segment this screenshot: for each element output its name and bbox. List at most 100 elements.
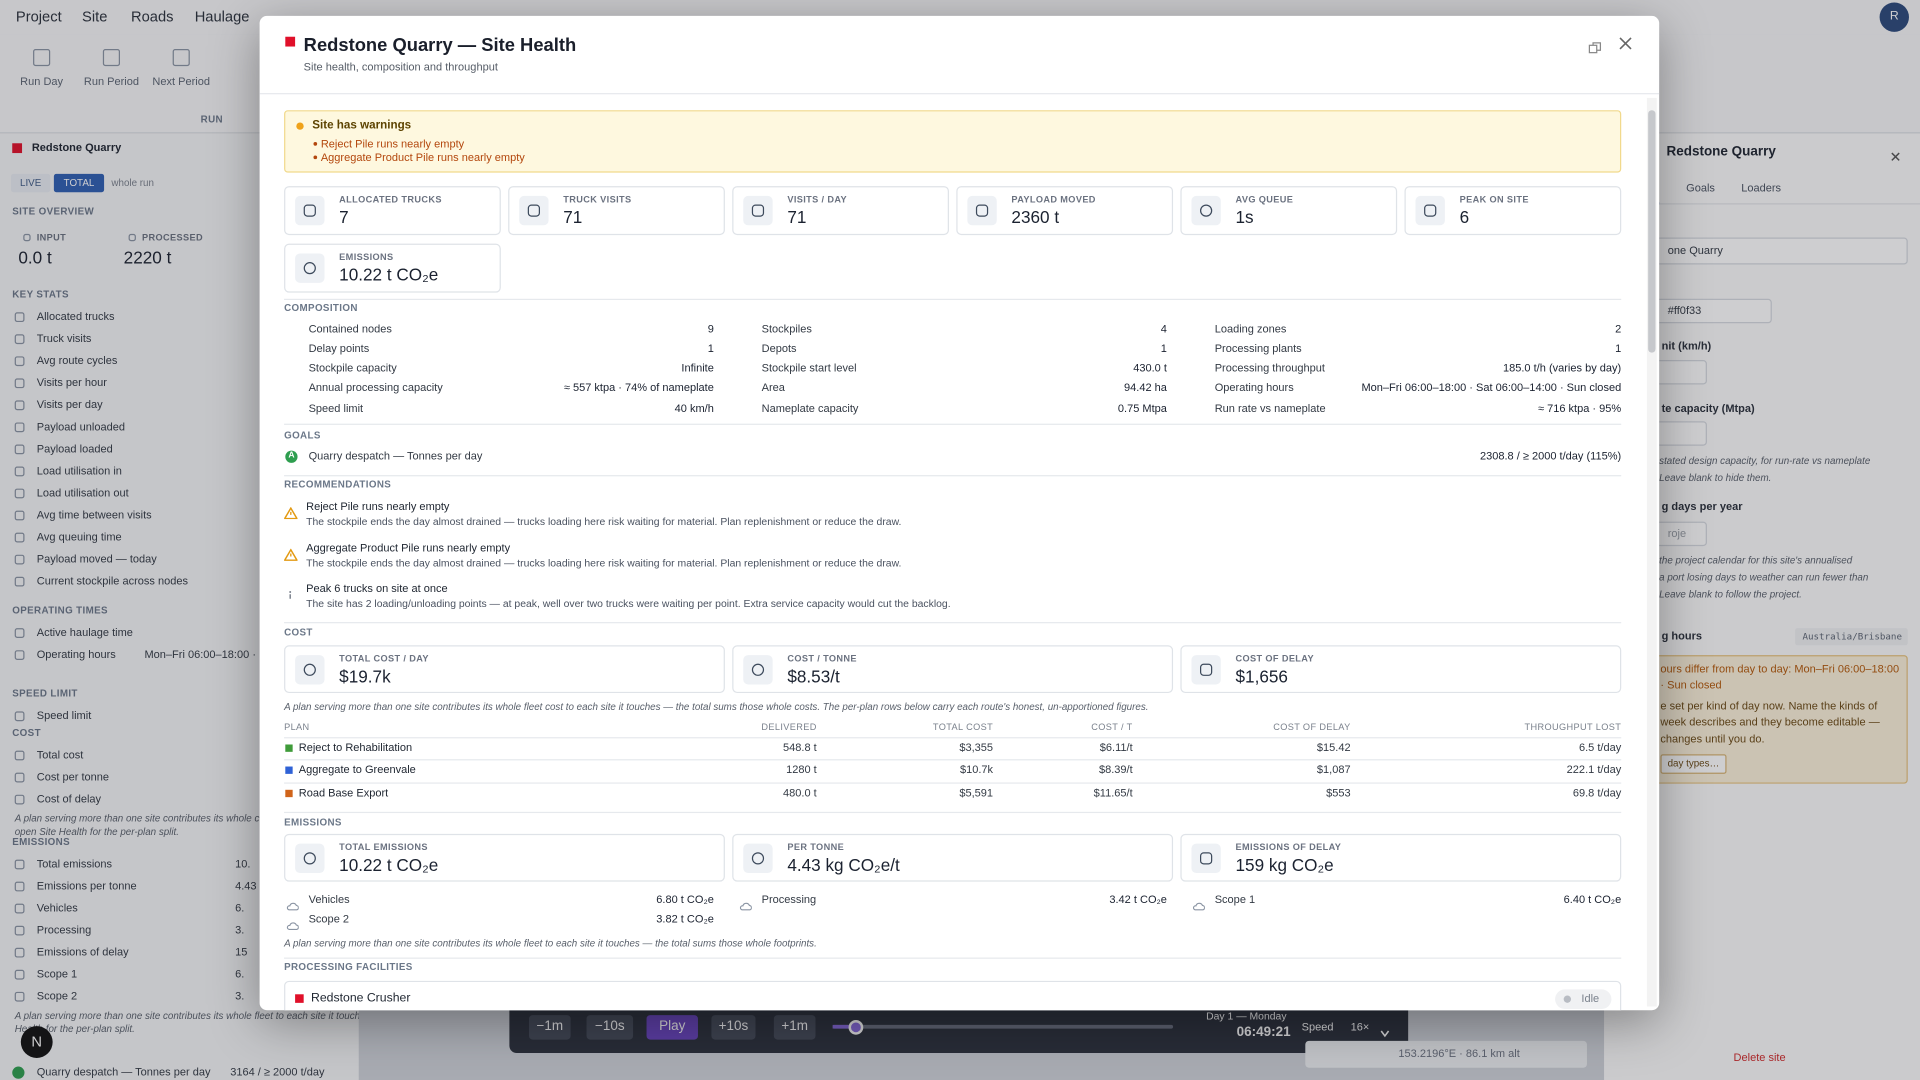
text-input[interactable] bbox=[1655, 298, 1772, 324]
text-input[interactable] bbox=[1655, 360, 1707, 385]
table-cell: 6.5 t/day bbox=[1578, 741, 1622, 754]
n-badge[interactable] bbox=[20, 1026, 53, 1058]
toolbar-icon[interactable] bbox=[102, 48, 121, 67]
emission-value: 3.42 t CO₂e bbox=[1109, 893, 1167, 906]
toolbar-icon[interactable] bbox=[33, 48, 51, 67]
delete-site: Delete site bbox=[1733, 1051, 1786, 1064]
close-button[interactable] bbox=[1619, 34, 1632, 50]
playback-button[interactable] bbox=[773, 1015, 816, 1040]
row-label: Cost of delay bbox=[36, 792, 102, 805]
section-title: RECOMMENDATIONS bbox=[284, 478, 392, 490]
site-name: Redstone Quarry bbox=[31, 141, 122, 154]
kpi-value: $19.7k bbox=[339, 666, 391, 687]
kpi-value: 7 bbox=[339, 207, 349, 227]
tab-total[interactable] bbox=[53, 173, 105, 193]
emission-icon bbox=[286, 915, 299, 930]
kpi-label: ALLOCATED TRUCKS bbox=[339, 193, 442, 205]
row-label: Avg time between visits bbox=[36, 508, 152, 521]
recommendation-text: The stockpile ends the day almost draine… bbox=[306, 556, 902, 570]
slider-track[interactable] bbox=[832, 1024, 1174, 1029]
menu-item: Site bbox=[82, 7, 108, 26]
row-icon bbox=[14, 400, 25, 411]
row-icon bbox=[14, 378, 25, 389]
title-swatch bbox=[285, 36, 296, 47]
playback-button[interactable] bbox=[711, 1015, 756, 1040]
field-label: te capacity (Mtpa) bbox=[1661, 402, 1755, 415]
recommendation-title: Peak 6 trucks on site at once bbox=[306, 582, 448, 595]
alert-line: e set per kind of day now. Name the kind… bbox=[1660, 699, 1878, 712]
toolbar-label: Next Period bbox=[152, 75, 211, 88]
composition-value: 0.75 Mtpa bbox=[1117, 402, 1167, 415]
slider-knob[interactable] bbox=[848, 1020, 864, 1035]
site-swatch bbox=[12, 143, 23, 154]
playback-button-label: Play bbox=[659, 1018, 686, 1034]
row-label: Avg queuing time bbox=[36, 530, 122, 543]
row-icon bbox=[14, 772, 25, 783]
kpi-card bbox=[1180, 645, 1622, 694]
toolbar-label: Run Period bbox=[83, 75, 139, 88]
section-title: SITE OVERVIEW bbox=[12, 205, 95, 217]
warning-icon bbox=[283, 503, 299, 520]
row-icon bbox=[14, 532, 25, 543]
stat-icon bbox=[128, 233, 136, 242]
panel-title: Redstone Quarry bbox=[1666, 144, 1776, 160]
playback-button[interactable] bbox=[528, 1015, 571, 1040]
table-header: COST OF DELAY bbox=[1273, 721, 1351, 733]
kpi-label: EMISSIONS bbox=[339, 251, 394, 263]
location-box bbox=[1305, 1040, 1587, 1068]
kpi-card bbox=[732, 833, 1174, 882]
goal-label: Quarry despatch — Tonnes per day bbox=[36, 1065, 211, 1079]
kpi-icon bbox=[1415, 195, 1445, 226]
composition-value: 40 km/h bbox=[674, 402, 714, 415]
composition-value: 1 bbox=[1160, 342, 1167, 355]
table-cell: 548.8 t bbox=[783, 741, 817, 754]
scope: whole run bbox=[111, 177, 154, 189]
emission-label: Scope 1 bbox=[1214, 893, 1256, 906]
row-icon bbox=[14, 903, 25, 914]
panel-close[interactable] bbox=[1889, 147, 1901, 161]
playback-button-label: −10s bbox=[594, 1018, 625, 1034]
row-icon bbox=[14, 650, 25, 661]
text-input[interactable] bbox=[1655, 521, 1707, 547]
row-value: 6. bbox=[235, 967, 245, 981]
recommendation-text: The site has 2 loading/unloading points … bbox=[306, 597, 951, 610]
composition-label: Stockpile start level bbox=[761, 361, 857, 374]
composition-value: 4 bbox=[1160, 322, 1167, 335]
table-cell: $3,355 bbox=[959, 741, 994, 754]
kpi-value: 2360 t bbox=[1011, 207, 1060, 227]
emission-value: 6.80 t CO₂e bbox=[656, 893, 714, 906]
recommendation-text: The stockpile ends the day almost draine… bbox=[306, 515, 902, 528]
scroll-thumb[interactable] bbox=[1648, 110, 1656, 353]
goal-value: 3164 / ≥ 2000 t/day bbox=[230, 1065, 325, 1079]
kpi-value: 6 bbox=[1459, 207, 1470, 227]
panel-note: A plan serving more than one site contri… bbox=[14, 813, 260, 825]
composition-label: Delay points bbox=[308, 342, 370, 355]
warning-title: Site has warnings bbox=[312, 118, 412, 133]
row-icon bbox=[14, 859, 25, 870]
row-value: 15 bbox=[235, 945, 248, 959]
recommendation-title: Reject Pile runs nearly empty bbox=[306, 500, 450, 513]
panel-note: open Site Health for the per-plan split. bbox=[14, 826, 179, 838]
text-input[interactable] bbox=[1655, 237, 1908, 265]
avatar[interactable] bbox=[1879, 2, 1909, 32]
kpi-label: COST OF DELAY bbox=[1235, 653, 1314, 665]
tab: TOTAL bbox=[63, 177, 95, 189]
field-label: nit (km/h) bbox=[1661, 339, 1712, 352]
alert-button[interactable] bbox=[1660, 754, 1727, 774]
playback-button[interactable] bbox=[646, 1015, 698, 1040]
copy-button-glyph bbox=[1588, 42, 1602, 54]
toolbar-icon[interactable] bbox=[172, 48, 190, 67]
tab-live[interactable] bbox=[11, 173, 51, 193]
table-header: DELIVERED bbox=[761, 721, 817, 733]
section-title: KEY STATS bbox=[12, 288, 69, 301]
copy-button[interactable] bbox=[1588, 39, 1602, 54]
emission-value: 6.40 t CO₂e bbox=[1563, 893, 1622, 906]
playback-button-label: −1m bbox=[536, 1018, 564, 1034]
emission-icon-glyph bbox=[739, 902, 753, 911]
goal-label: Quarry despatch — Tonnes per day bbox=[308, 449, 483, 463]
speed-chevron[interactable] bbox=[1380, 1022, 1390, 1038]
info-icon bbox=[284, 585, 296, 599]
table-cell: 69.8 t/day bbox=[1572, 786, 1622, 799]
text-input[interactable] bbox=[1655, 421, 1707, 446]
playback-button[interactable] bbox=[586, 1015, 634, 1040]
